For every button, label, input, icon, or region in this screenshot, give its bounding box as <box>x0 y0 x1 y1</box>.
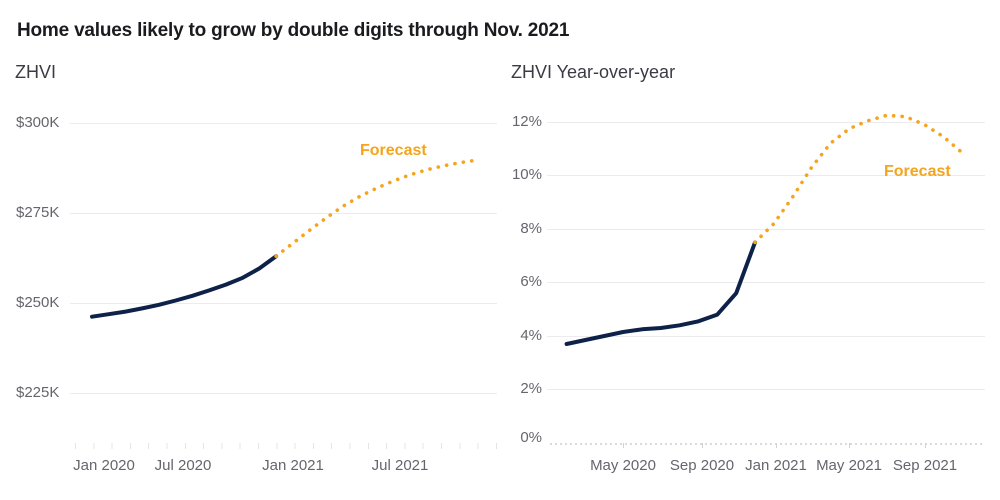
x-axis-label: May 2021 <box>816 457 882 474</box>
series-line-zhvi-forecast <box>274 158 479 259</box>
x-axis-label: May 2020 <box>590 457 656 474</box>
x-axis-label: Jan 2021 <box>262 457 324 474</box>
x-axis-label: Jul 2021 <box>371 457 429 474</box>
gridline-12pct <box>547 122 985 123</box>
y-axis-label: 6% <box>520 273 542 290</box>
x-axis-tick-marks <box>75 443 497 449</box>
x-axis-tick <box>776 443 777 448</box>
y-axis-label: 4% <box>520 327 542 344</box>
x-axis-label: Sep 2020 <box>669 457 735 474</box>
chart-zhvi-yoy-title: ZHVI Year-over-year <box>511 62 676 82</box>
gridline-2pct <box>547 389 985 390</box>
gridline-4pct <box>547 336 985 337</box>
y-axis-label: $250K <box>16 294 60 311</box>
x-axis-tick <box>925 443 926 448</box>
x-axis-tick <box>623 443 624 448</box>
gridline-275k <box>70 213 497 214</box>
gridline-6pct <box>547 282 985 283</box>
forecast-annotation: Forecast <box>884 163 951 180</box>
forecast-annotation: Forecast <box>360 142 427 159</box>
x-axis-label: Jan 2020 <box>73 457 135 474</box>
series-line-yoy-growth-historical <box>564 240 757 346</box>
y-axis-label: 2% <box>520 380 542 397</box>
x-axis-tick <box>849 443 850 448</box>
page-title: Home values likely to grow by double dig… <box>17 20 570 41</box>
x-axis-label: Jul 2020 <box>154 457 212 474</box>
y-axis-label: 0% <box>520 429 542 446</box>
x-axis-tick <box>702 443 703 448</box>
y-axis-label: $225K <box>16 384 60 401</box>
x-axis-label: Jan 2021 <box>745 457 807 474</box>
gridline-0pct-dotted <box>550 443 985 445</box>
y-axis-label: 8% <box>520 220 542 237</box>
gridline-300k <box>70 123 497 124</box>
y-axis-label: $275K <box>16 204 60 221</box>
y-axis-label: $300K <box>16 114 60 131</box>
chart-zhvi-title: ZHVI <box>15 62 57 82</box>
y-axis-label: 10% <box>511 166 542 183</box>
x-axis-label: Sep 2021 <box>892 457 958 474</box>
gridline-8pct <box>547 229 985 230</box>
y-axis-label: 12% <box>511 113 542 130</box>
gridline-225k <box>70 393 497 394</box>
series-line-zhvi-historical <box>90 254 279 319</box>
gridline-250k <box>70 303 497 304</box>
